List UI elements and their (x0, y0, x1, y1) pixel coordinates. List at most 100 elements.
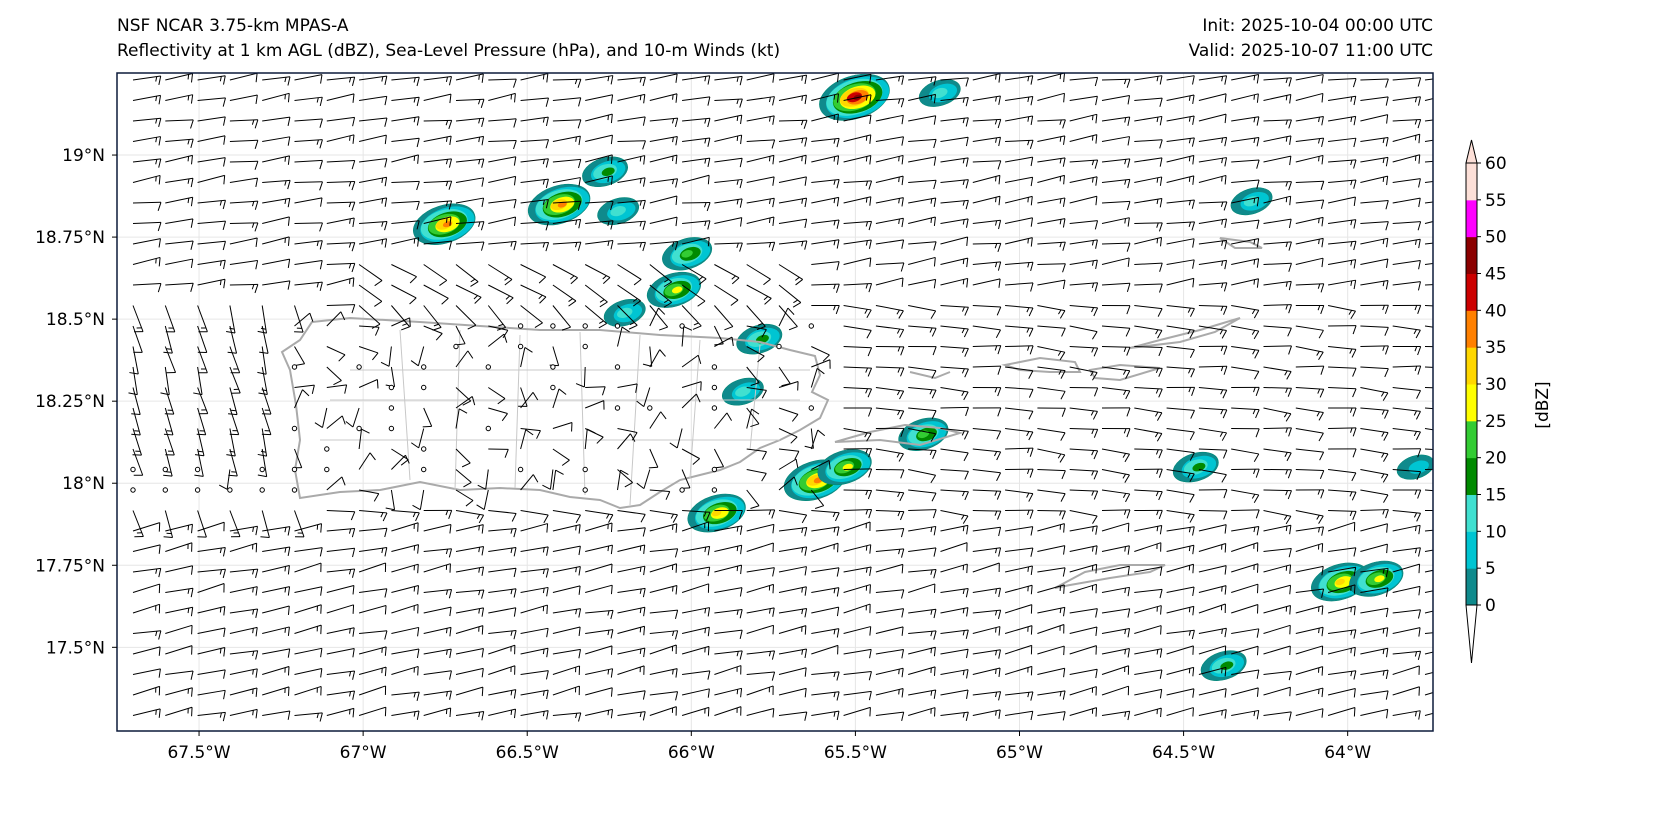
barb-half-feather (1448, 669, 1449, 674)
barb-shaft (229, 510, 241, 537)
barb-feather (351, 77, 356, 87)
barb-feather (481, 524, 484, 534)
barb-feather (1093, 307, 1099, 317)
barb-feather (352, 670, 356, 680)
wind-barb (940, 157, 969, 167)
barb-half-feather (1381, 431, 1385, 437)
barb-feather (319, 712, 323, 722)
wind-barb (908, 469, 937, 484)
wind-barb (972, 195, 1001, 206)
barb-feather (546, 605, 548, 615)
barb-feather (255, 687, 258, 697)
barb-shaft (326, 76, 355, 81)
barb-feather (963, 391, 969, 401)
barb-shaft (423, 158, 452, 163)
wind-barb (940, 563, 968, 574)
barb-shaft (488, 510, 517, 514)
barb-feather (1417, 281, 1421, 291)
wind-barb (326, 547, 356, 558)
barb-feather (448, 120, 453, 130)
barb-feather (869, 155, 872, 165)
wind-barb (520, 689, 549, 700)
wind-barb (132, 448, 144, 476)
barb-shaft (488, 407, 508, 415)
barb-shaft (552, 470, 557, 491)
wind-barb (262, 648, 291, 658)
barb-half-feather (1026, 307, 1030, 313)
barb-feather (1353, 606, 1356, 616)
barb-half-feather (961, 328, 965, 334)
barb-shaft (1037, 92, 1065, 101)
barb-shaft (649, 630, 678, 634)
barb-shaft (1327, 521, 1355, 532)
barb-half-feather (1188, 368, 1191, 374)
barb-feather (481, 118, 485, 127)
barb-feather (481, 589, 485, 599)
colorbar-swatch (1466, 199, 1477, 238)
wind-barb (908, 583, 936, 593)
wind-barb (908, 156, 937, 166)
barb-feather (1385, 345, 1389, 355)
barb-shaft (972, 609, 1001, 614)
barb-half-feather (1123, 509, 1127, 515)
barb-half-feather (768, 608, 771, 614)
barb-feather (351, 160, 356, 170)
wind-barb (940, 346, 969, 357)
barb-half-feather (833, 138, 836, 144)
barb-shaft (811, 137, 840, 142)
wind-barb (1263, 510, 1292, 525)
barb-shaft (617, 199, 646, 204)
wind-barb (520, 546, 549, 556)
barb-shaft (1198, 603, 1226, 614)
barb-feather (545, 221, 550, 231)
barb-shaft (972, 626, 1001, 634)
barb-shaft (1360, 647, 1388, 655)
barb-shaft (1392, 154, 1420, 163)
barb-feather (1095, 134, 1098, 144)
calm-wind-circle (388, 425, 395, 432)
barb-feather (1124, 453, 1130, 463)
barb-shaft (972, 526, 1001, 532)
barb-shaft (294, 305, 304, 333)
barb-feather (1127, 217, 1130, 227)
barb-half-feather (801, 75, 804, 81)
calm-wind-circle (776, 343, 782, 350)
wind-barb (455, 607, 485, 617)
barb-feather (1030, 237, 1033, 247)
wind-barb (455, 648, 484, 658)
wind-barb (1424, 263, 1433, 265)
barb-feather (1063, 545, 1066, 555)
wind-barb (229, 525, 258, 536)
barb-half-feather (219, 548, 222, 554)
colorbar-swatch (1466, 531, 1477, 569)
barb-shaft (1198, 543, 1226, 552)
wind-barb (1231, 366, 1260, 380)
wind-barb (455, 117, 485, 127)
wind-barb (165, 670, 194, 680)
barb-shaft (811, 359, 831, 368)
barb-shaft (875, 527, 904, 532)
barb-shaft (132, 603, 160, 614)
barb-feather (620, 469, 629, 475)
barb-shaft (811, 155, 839, 163)
wind-barb (1231, 669, 1260, 679)
wind-barb (649, 411, 667, 429)
wind-barb (1166, 707, 1194, 717)
barb-half-feather (1221, 137, 1224, 143)
barb-feather (1451, 528, 1453, 537)
wind-barb (423, 135, 452, 146)
barb-shaft (875, 608, 904, 614)
barb-feather (1063, 607, 1066, 617)
barb-half-feather (1252, 349, 1256, 355)
barb-feather (255, 526, 258, 536)
barb-shaft (940, 711, 969, 716)
barb-shaft (972, 136, 1001, 142)
barb-feather (804, 546, 808, 556)
wind-barb (359, 547, 388, 557)
barb-feather (1318, 515, 1324, 524)
barb-feather (226, 331, 236, 334)
barb-shaft (197, 711, 226, 716)
barb-feather (933, 216, 936, 227)
wind-barb (746, 73, 775, 83)
